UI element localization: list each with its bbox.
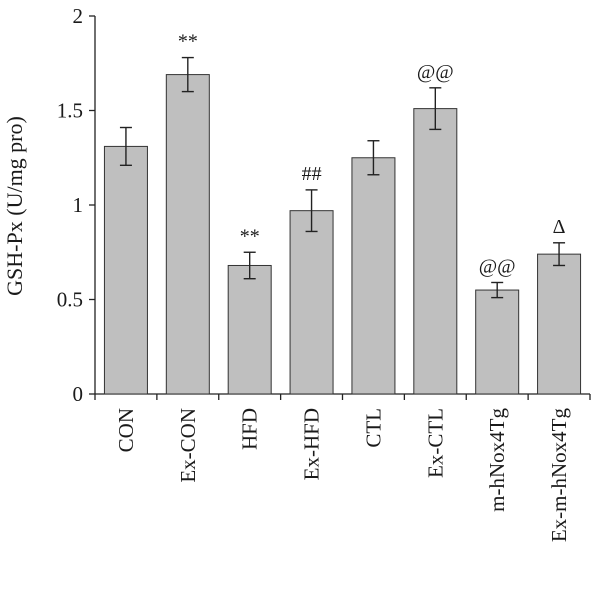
error-bar-ex-m-hnox4tg xyxy=(553,242,566,267)
x-category-label: Ex-m-hNox4Tg xyxy=(547,408,571,543)
error-bar-ex-hfd xyxy=(305,189,318,233)
significance-mark: Δ xyxy=(553,216,566,238)
bar-hfd xyxy=(227,264,272,395)
bar-ex-con xyxy=(165,74,210,395)
significance-mark: ** xyxy=(178,31,198,53)
x-category-label: CON xyxy=(114,408,138,452)
error-bar-ex-ctl xyxy=(429,87,442,131)
annotations-group: ** ** ## @@ @@ Δ xyxy=(178,31,566,278)
x-category-label: HFD xyxy=(238,408,262,450)
error-bars-group xyxy=(119,56,566,299)
significance-mark: @@ xyxy=(479,255,516,277)
significance-mark: ** xyxy=(240,225,260,247)
x-category-label: Ex-HFD xyxy=(300,408,324,480)
error-bar-ctl xyxy=(367,140,380,176)
y-ticks-group: 0 0.5 1 1.5 2 xyxy=(57,4,95,406)
error-bar-ex-con xyxy=(181,56,194,93)
error-bar-con xyxy=(119,126,132,167)
x-category-label: m-hNox4Tg xyxy=(485,408,509,512)
bar-ex-ctl xyxy=(413,108,458,395)
y-tick-label: 0.5 xyxy=(57,288,83,312)
y-axis-title: GSH-Px (U/mg pro) xyxy=(2,116,27,296)
significance-mark: ## xyxy=(302,163,322,185)
error-bar-hfd xyxy=(243,251,256,280)
bar-con xyxy=(103,145,148,395)
y-tick-label: 1.5 xyxy=(57,99,83,123)
x-category-label: Ex-CTL xyxy=(423,408,447,478)
y-tick-label: 2 xyxy=(73,4,84,28)
x-labels-group: CON Ex-CON HFD Ex-HFD CTL Ex-CTL m-hNox4Tg Ex-m… xyxy=(114,408,571,543)
x-category-label: CTL xyxy=(361,408,385,448)
y-tick-label: 0 xyxy=(73,382,84,406)
y-tick-label: 1 xyxy=(73,193,84,217)
error-bar-m-hnox4tg xyxy=(491,281,504,299)
bars-group xyxy=(103,74,582,395)
bar-ex-hfd xyxy=(289,210,334,395)
significance-mark: @@ xyxy=(417,61,454,83)
x-category-label: Ex-CON xyxy=(176,408,200,483)
bar-ctl xyxy=(351,157,396,395)
bar-m-hnox4tg xyxy=(475,289,520,395)
bar-ex-m-hnox4tg xyxy=(537,253,582,395)
